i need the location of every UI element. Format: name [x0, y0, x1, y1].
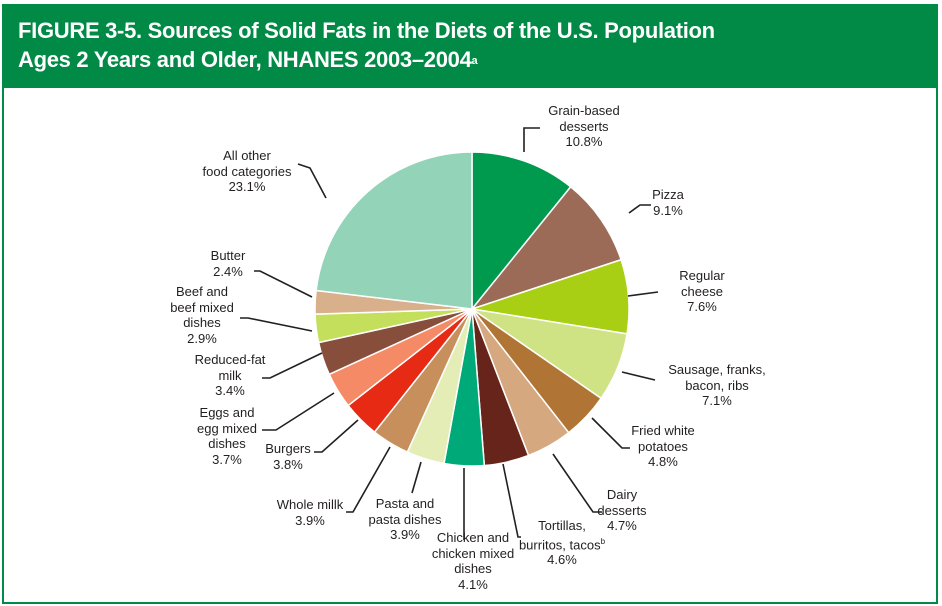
- slice-value-label: 7.1%: [702, 393, 732, 408]
- slice-label: Sausage, franks, bacon, ribs 7.1%: [668, 362, 766, 409]
- slice-label-name: dishes: [454, 561, 492, 576]
- slice-label-name: potatoes: [638, 438, 688, 454]
- slice-value-label: 23.1%: [228, 179, 266, 194]
- slice-label: Grain-based desserts 10.8%: [548, 103, 620, 150]
- slice-value-label: 9.1%: [653, 202, 683, 218]
- slice-value-label: 4.1%: [458, 576, 488, 592]
- leader-line: [523, 127, 540, 152]
- leader-line: [628, 204, 651, 214]
- slice-label-name: Grain-based: [548, 103, 620, 118]
- slice-label: Beef and beef mixed dishes 2.9%: [170, 284, 234, 346]
- slice-label-name: pasta dishes: [368, 511, 442, 527]
- slice-label-name: Beef and: [175, 284, 229, 299]
- slice-value-label: 3.7%: [212, 451, 242, 467]
- slice-label-name: Reduced-fat: [194, 352, 266, 367]
- slice-value-label: 2.4%: [213, 263, 243, 279]
- slice-label-name: egg mixed: [197, 420, 257, 436]
- leader-line: [346, 446, 391, 513]
- slice-label-name: dishes: [183, 315, 221, 330]
- title-line-1: FIGURE 3-5. Sources of Solid Fats in the…: [18, 18, 715, 43]
- slice-label-name: dishes: [208, 436, 246, 451]
- slice-value-label: 4.6%: [547, 552, 577, 568]
- leader-line: [254, 270, 313, 298]
- title-line-2-text: Ages 2 Years and Older, NHANES 2003–2004: [18, 47, 472, 72]
- slice-label: Pasta and pasta dishes 3.9%: [369, 496, 442, 543]
- slice-label: Regular cheese 7.6%: [679, 268, 725, 315]
- slice-label-name: Eggs and: [199, 405, 255, 420]
- slice-value-label: 10.8%: [565, 134, 603, 149]
- leader-line: [621, 371, 656, 381]
- title-footnote-marker: a: [471, 55, 478, 67]
- slice-label-name: desserts: [559, 118, 609, 134]
- leader-line: [552, 453, 602, 513]
- slice-label: Butter 2.4%: [211, 248, 246, 279]
- slice-label-name: All other: [223, 148, 271, 163]
- slice-label-name: Regular: [679, 268, 725, 283]
- slice-label-name: Dairy: [606, 487, 638, 502]
- slice-label-name: Whole millk: [276, 497, 344, 512]
- slice-label: Chicken and chicken mixed dishes 4.1%: [432, 530, 514, 592]
- slice-label-name: milk: [218, 367, 242, 383]
- title-line-2: Ages 2 Years and Older, NHANES 2003–2004…: [18, 45, 938, 74]
- slice-label-name: burritos, tacosb: [518, 536, 606, 552]
- figure-header: FIGURE 3-5. Sources of Solid Fats in the…: [2, 4, 938, 88]
- slice-value-label: 4.8%: [648, 454, 678, 469]
- leader-line: [411, 461, 422, 494]
- slice-value-label: 2.9%: [187, 330, 217, 346]
- pie-slice: [469, 185, 623, 311]
- slice-label: Dairy desserts 4.7%: [597, 487, 646, 534]
- leader-line: [262, 352, 323, 379]
- footnote-marker: b: [600, 536, 606, 546]
- slice-label-name: Tortillas,: [538, 518, 586, 533]
- leader-line: [240, 317, 313, 332]
- slice-label-name: desserts: [597, 502, 647, 518]
- slice-label: All other food categories 23.1%: [203, 148, 292, 195]
- slice-label-name: Sausage, franks,: [668, 362, 766, 377]
- slice-label: Pizza 9.1%: [652, 187, 684, 218]
- slice-value-label: 3.4%: [215, 383, 245, 398]
- pie-slice: [315, 151, 473, 310]
- slice-label-name: Burgers: [265, 441, 311, 456]
- slice-label: Fried white potatoes 4.8%: [631, 423, 695, 470]
- slice-label: Whole millk 3.9%: [277, 497, 343, 528]
- leader-line: [591, 417, 630, 449]
- slice-label: Tortillas, burritos, tacosb 4.6%: [519, 518, 605, 568]
- slice-value-label: 7.6%: [687, 299, 717, 314]
- leader-line: [297, 163, 327, 199]
- leader-line: [502, 463, 521, 538]
- slice-label-name: cheese: [681, 283, 723, 299]
- slice-label-name: Fried white: [631, 423, 695, 438]
- slice-label-name: food categories: [202, 163, 292, 179]
- slice-label: Eggs and egg mixed dishes 3.7%: [197, 405, 257, 467]
- slice-value-label: 3.9%: [295, 512, 325, 528]
- leader-line: [262, 392, 335, 431]
- slice-label: Burgers 3.8%: [265, 441, 311, 472]
- slice-label-name: bacon, ribs: [685, 377, 749, 393]
- slice-label-name: Butter: [210, 248, 246, 263]
- slice-label-name: Pizza: [652, 187, 684, 202]
- slice-label-name: Chicken and: [436, 530, 510, 545]
- slice-value-label: 4.7%: [607, 518, 637, 533]
- slice-label-name: Pasta and: [375, 496, 435, 511]
- slice-value-label: 3.8%: [273, 456, 303, 472]
- slice-label-name: beef mixed: [170, 299, 234, 315]
- slice-label: Reduced-fat milk 3.4%: [195, 352, 266, 399]
- pie-slice: [471, 151, 572, 312]
- leader-line: [627, 291, 659, 297]
- slice-value-label: 3.9%: [390, 527, 420, 542]
- slice-label-name: chicken mixed: [431, 545, 515, 561]
- leader-line: [314, 419, 359, 453]
